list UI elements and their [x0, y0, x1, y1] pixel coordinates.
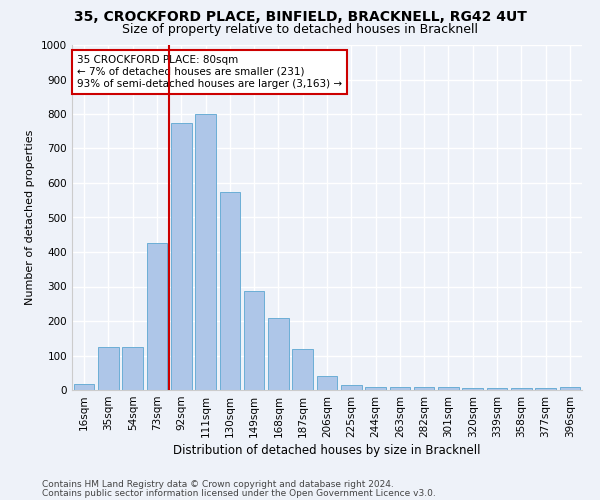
Bar: [122, 347, 143, 390]
Bar: [341, 385, 362, 390]
X-axis label: Distribution of detached houses by size in Bracknell: Distribution of detached houses by size …: [173, 444, 481, 457]
Bar: [414, 387, 434, 390]
Text: Contains HM Land Registry data © Crown copyright and database right 2024.: Contains HM Land Registry data © Crown c…: [42, 480, 394, 489]
Bar: [171, 122, 191, 390]
Bar: [220, 192, 240, 390]
Bar: [195, 114, 216, 390]
Bar: [389, 387, 410, 390]
Bar: [244, 291, 265, 390]
Bar: [365, 386, 386, 390]
Text: Size of property relative to detached houses in Bracknell: Size of property relative to detached ho…: [122, 22, 478, 36]
Bar: [146, 244, 167, 390]
Text: 35, CROCKFORD PLACE, BINFIELD, BRACKNELL, RG42 4UT: 35, CROCKFORD PLACE, BINFIELD, BRACKNELL…: [74, 10, 526, 24]
Bar: [463, 388, 483, 390]
Bar: [438, 386, 459, 390]
Y-axis label: Number of detached properties: Number of detached properties: [25, 130, 35, 305]
Bar: [74, 384, 94, 390]
Bar: [268, 318, 289, 390]
Bar: [292, 348, 313, 390]
Text: Contains public sector information licensed under the Open Government Licence v3: Contains public sector information licen…: [42, 488, 436, 498]
Text: 35 CROCKFORD PLACE: 80sqm
← 7% of detached houses are smaller (231)
93% of semi-: 35 CROCKFORD PLACE: 80sqm ← 7% of detach…: [77, 56, 342, 88]
Bar: [560, 386, 580, 390]
Bar: [487, 388, 508, 390]
Bar: [511, 388, 532, 390]
Bar: [535, 388, 556, 390]
Bar: [98, 347, 119, 390]
Bar: [317, 376, 337, 390]
